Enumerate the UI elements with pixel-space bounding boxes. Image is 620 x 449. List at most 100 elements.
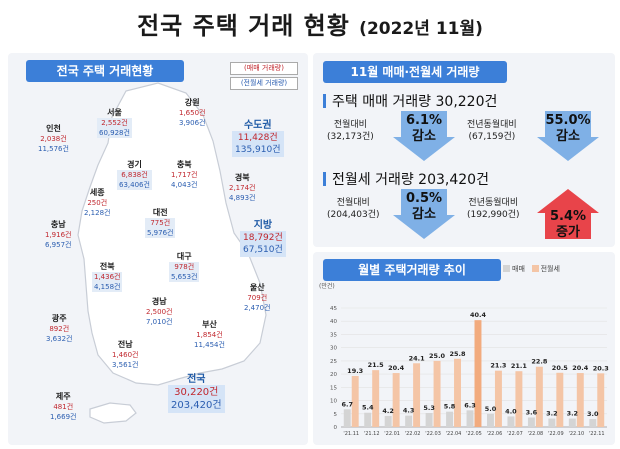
bar-sale: [343, 409, 351, 427]
sale-yoy-label-text: 전년동월대비: [467, 120, 517, 130]
data-label-rent: 25.8: [449, 350, 466, 358]
y-tick-label: 35: [330, 332, 337, 338]
rent-mom-arrow: 0.5% 감소: [393, 189, 455, 239]
region-daegu: 대구 978건 5,653건: [169, 252, 200, 282]
bar-rent: [392, 373, 400, 427]
region-rent: 3,632건: [46, 335, 73, 343]
down-arrow-icon: [537, 111, 599, 161]
region-rent: 4,158건: [94, 283, 121, 291]
y-tick-label: 30: [330, 346, 337, 352]
y-tick-label: 15: [330, 385, 337, 391]
x-tick-label: '22.09: [548, 431, 564, 437]
legend-sale: (매매 거래량): [230, 62, 298, 75]
aggregate-sale: 18,792건: [243, 233, 283, 243]
sale-mom-value: 6.1%: [405, 113, 443, 128]
region-rent: 4,893건: [229, 194, 256, 202]
bar-sale: [384, 415, 392, 427]
aggregate-rent: 203,420건: [171, 400, 222, 411]
region-gwangju: 광주 892건 3,632건: [46, 314, 72, 344]
region-rent: 5,976건: [147, 229, 174, 237]
region-rent: 6,957건: [45, 241, 72, 249]
down-arrow-icon: [393, 189, 455, 239]
bar-rent: [454, 358, 461, 427]
sale-volume-title: 주택 매매 거래량 30,220건: [323, 91, 497, 111]
y-tick-label: 20: [330, 372, 337, 378]
rent-yoy-direction: 증가: [556, 225, 580, 240]
x-tick-label: '21.11: [343, 431, 359, 437]
x-tick-label: '22.02: [405, 431, 421, 437]
x-tick-label: '22.06: [487, 431, 503, 437]
region-sale: 481건: [53, 403, 74, 411]
bar-sale: [568, 418, 576, 427]
x-tick-label: '22.10: [568, 431, 584, 437]
bar-sale: [405, 415, 413, 427]
bar-rent: [474, 320, 482, 427]
aggregate-capital-area: 수도권 11,428건 135,910건: [232, 116, 284, 157]
legend-sale-label: 매매: [512, 265, 525, 273]
bar-rent: [576, 373, 584, 427]
sale-mom-label-text: 전월대비: [333, 120, 367, 130]
data-label-rent: 21.3: [490, 362, 506, 370]
trend-panel: 월별 주택거래량 추이 매매 전월세: [313, 252, 615, 445]
region-chungbuk: 충북 1,717건 4,043건: [171, 160, 197, 190]
rent-mom-direction: 감소: [412, 207, 436, 222]
region-gyeonggi: 경기 6,838건 63,406건: [117, 160, 152, 190]
region-name: 세종: [89, 188, 105, 197]
region-rent: 63,406건: [119, 181, 150, 189]
region-sale: 1,854건: [196, 331, 223, 339]
data-label-rent: 24.1: [409, 354, 426, 362]
region-sejong: 세종 250건 2,128건: [84, 188, 110, 218]
region-seoul: 서울 2,552건 60,928건: [97, 108, 132, 138]
x-tick-label: '22.11: [589, 431, 605, 437]
region-rent: 2,128건: [84, 209, 111, 217]
region-rent: 4,043건: [171, 181, 198, 189]
region-name: 경남: [151, 297, 167, 306]
data-label-rent: 25.0: [429, 352, 446, 360]
bar-rent: [535, 366, 543, 427]
region-sale: 2,552건: [101, 119, 128, 127]
data-label-sale: 4.0: [505, 407, 517, 415]
region-name: 전남: [117, 340, 133, 349]
region-gangwon: 강원 1,650건 3,906건: [179, 98, 205, 128]
data-label-sale: 3.2: [546, 410, 558, 418]
data-label-sale: 4.3: [403, 407, 415, 415]
region-daejeon: 대전 775건 5,976건: [145, 208, 176, 238]
data-label-rent: 20.4: [572, 364, 589, 372]
region-sale: 2,500건: [146, 308, 173, 316]
jeju-island-shape: [89, 402, 137, 424]
region-name: 대구: [176, 252, 192, 261]
region-name: 강원: [184, 98, 200, 107]
region-sale: 2,174건: [229, 184, 256, 192]
down-arrow-icon: [393, 111, 455, 161]
sale-mom-base: (32,173건): [327, 132, 374, 142]
trend-bar-chart: (만건) 0 5 10 15 20 25 30 35 40 45 6.7 19.3 '21.11 5.4 21…: [319, 282, 609, 437]
region-sale: 1,436건: [94, 273, 121, 281]
region-incheon: 인천 2,038건 11,576건: [38, 124, 69, 154]
region-ulsan: 울산 709건 2,470건: [244, 283, 270, 313]
sale-mom-label: 전월대비 (32,173건): [327, 119, 374, 143]
region-sale: 1,460건: [112, 351, 139, 359]
region-sale: 978건: [174, 263, 195, 271]
region-rent: 60,928건: [99, 129, 130, 137]
region-name: 제주: [55, 392, 71, 401]
region-rent: 3,561건: [112, 361, 139, 369]
sale-yoy-base: (67,159건): [468, 132, 516, 142]
aggregate-rent: 135,910건: [235, 145, 281, 155]
sale-mom-arrow: 6.1% 감소: [393, 111, 455, 161]
region-jeonbuk: 전북 1,436건 4,158건: [92, 262, 123, 292]
bar-sale: [507, 416, 515, 427]
data-label-sale: 4.2: [382, 407, 394, 415]
y-tick-label: 25: [330, 359, 337, 365]
data-label-sale: 5.8: [444, 403, 456, 411]
chart-legend: 매매 전월세: [503, 264, 560, 274]
bar-rent: [413, 363, 421, 427]
aggregate-name: 전국: [187, 374, 206, 385]
bar-sale: [364, 412, 372, 427]
bar-rent: [494, 370, 502, 427]
y-tick-label: 0: [334, 425, 338, 431]
bar-sale: [548, 418, 556, 427]
aggregate-sale: 11,428건: [237, 133, 278, 143]
region-rent: 11,576건: [38, 145, 69, 153]
map-legend: (매매 거래량) (전월세 거래량): [230, 62, 298, 92]
data-label-rent: 20.3: [593, 364, 609, 372]
